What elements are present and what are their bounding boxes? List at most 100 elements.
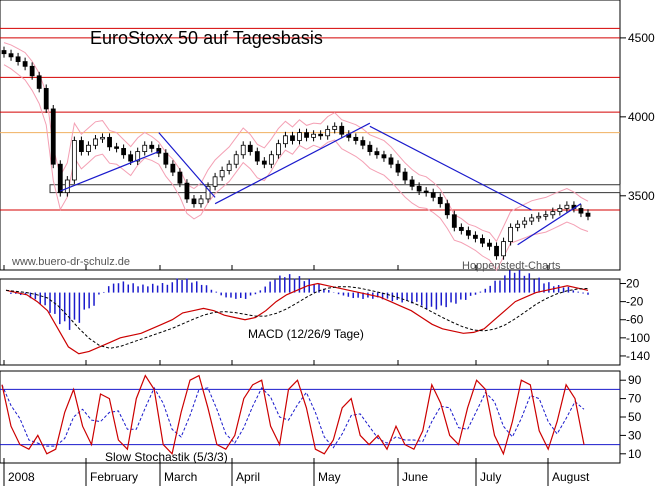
candle-body [247, 144, 253, 152]
candle-body [100, 136, 105, 140]
candle-body [268, 154, 274, 165]
candle-body [254, 151, 260, 162]
candle-body [543, 214, 549, 217]
watermark-left: www.buero-dr-schulz.de [11, 256, 130, 268]
candle-body [311, 133, 316, 138]
candle-body [494, 245, 499, 257]
stochastic-tick-label: 10 [628, 447, 642, 461]
watermark-right: Hoppenstedt-Charts [462, 260, 561, 272]
candle-body [487, 242, 492, 247]
candle-body [163, 152, 169, 165]
candle-body [198, 198, 204, 205]
stochastic-tick-label: 30 [628, 428, 642, 442]
candle-body [367, 144, 373, 152]
price-tick-label: 3500 [628, 189, 655, 203]
candle-body [395, 163, 401, 173]
stochastic-tick-label: 70 [628, 392, 642, 406]
candle-body [86, 144, 91, 152]
candle-body [191, 198, 197, 205]
candle-body [276, 143, 281, 156]
candle-body [430, 192, 436, 198]
macd-panel-frame [0, 278, 621, 366]
candle-body [381, 154, 387, 159]
macd-tick-label: -20 [626, 295, 644, 309]
candle-body [409, 179, 415, 187]
month-label: May [318, 470, 341, 484]
stochastic-tick-label: 90 [628, 373, 642, 387]
month-label: 2008 [8, 470, 35, 484]
candle-body [219, 170, 225, 178]
macd-panel [5, 269, 589, 355]
bollinger-upper [3, 42, 589, 243]
candle-body [508, 226, 514, 242]
candle-body [529, 217, 535, 222]
stochastic-d-line [1, 384, 585, 449]
stochastic-label: Slow Stochastik (5/3/3) [105, 450, 228, 464]
signal-line [5, 286, 589, 349]
candle-body [128, 154, 134, 162]
price-panel [0, 27, 621, 272]
candle-body [304, 132, 309, 138]
month-label: February [90, 470, 138, 484]
candle-body [226, 163, 232, 171]
price-tick-label: 4500 [628, 31, 655, 45]
candle-body [22, 61, 28, 67]
candle-body [114, 146, 119, 149]
candle-body [437, 196, 443, 205]
candle-body [170, 163, 176, 173]
trend-line [214, 122, 371, 205]
candle-body [501, 241, 506, 257]
candle-body [184, 182, 190, 200]
candle-body [473, 234, 478, 239]
candle-body [8, 53, 14, 58]
stochastic-tick-label: 50 [628, 410, 642, 424]
trend-line [369, 125, 532, 211]
candle-body [71, 140, 77, 181]
chart-title: EuroStoxx 50 auf Tagesbasis [90, 28, 323, 48]
stochastic-panel-frame [0, 370, 621, 464]
candle-body [212, 176, 218, 187]
candle-body [325, 129, 331, 137]
candle-body [1, 50, 7, 55]
candle-body [416, 185, 422, 192]
trend-line [158, 132, 216, 198]
candle-body [57, 163, 63, 194]
candle-body [522, 220, 528, 225]
trend-line [60, 151, 160, 192]
macd-tick-label: -100 [626, 331, 650, 345]
macd-label: MACD (12/26/9 Tage) [248, 327, 364, 341]
candle-body [585, 212, 591, 217]
candle-body [465, 230, 471, 236]
candle-body [515, 223, 521, 228]
candle-body [142, 144, 148, 152]
macd-tick-label: 20 [626, 277, 640, 291]
candle-body [107, 136, 112, 148]
support-zone [49, 184, 621, 194]
candle-body [536, 215, 542, 219]
price-tick-label: 4000 [628, 110, 655, 124]
candle-body [283, 135, 288, 145]
candle-body [50, 108, 56, 165]
candle-body [205, 185, 211, 200]
macd-line [5, 282, 589, 355]
stochastic-panel [0, 374, 620, 456]
candle-body [578, 208, 584, 214]
axes: 4500 4000 3500 20 -20 -60 -100 -140 90 70 50 30 10 20… [3, 31, 655, 486]
candle-body [451, 214, 457, 228]
candle-body [374, 151, 380, 156]
candle-body [64, 179, 70, 194]
candle-body [564, 204, 570, 209]
candle-body [388, 157, 394, 165]
candle-body [156, 148, 162, 154]
candle-body [458, 226, 464, 231]
candle-body [43, 88, 49, 110]
candle-body [36, 75, 42, 89]
candle-body [557, 208, 563, 212]
candle-body [15, 56, 21, 62]
bollinger-lower [3, 64, 589, 272]
candle-body [444, 203, 450, 216]
month-label: August [552, 470, 590, 484]
candle-body [177, 171, 183, 184]
month-label: June [402, 470, 428, 484]
